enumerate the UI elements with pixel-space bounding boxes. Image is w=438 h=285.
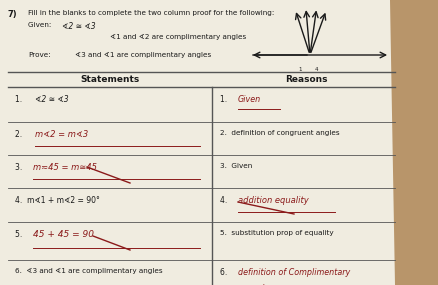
Text: angles: angles [248, 284, 274, 285]
Text: m≂45 = m≅45: m≂45 = m≅45 [33, 163, 97, 172]
Text: Fill in the blanks to complete the two column proof for the following:: Fill in the blanks to complete the two c… [28, 10, 274, 16]
Text: ∢2 ≅ ∢3: ∢2 ≅ ∢3 [62, 22, 95, 31]
Text: Given: Given [238, 95, 261, 104]
Text: Statements: Statements [81, 75, 140, 84]
Text: 4: 4 [315, 67, 318, 72]
Text: 5.  substitution prop of equality: 5. substitution prop of equality [220, 230, 334, 236]
Text: Reasons: Reasons [285, 75, 328, 84]
Text: 6.  ∢3 and ∢1 are complimentary angles: 6. ∢3 and ∢1 are complimentary angles [15, 268, 162, 274]
Text: m∢2 = m∢3: m∢2 = m∢3 [35, 130, 88, 139]
Text: ∢2 ≅ ∢3: ∢2 ≅ ∢3 [35, 95, 69, 104]
Text: 1: 1 [298, 67, 301, 72]
Text: addition equality: addition equality [238, 196, 309, 205]
Text: 2.  definition of congruent angles: 2. definition of congruent angles [220, 130, 339, 136]
Text: ∢3 and ∢1 are complimentary angles: ∢3 and ∢1 are complimentary angles [75, 52, 211, 58]
Text: 3.: 3. [15, 163, 25, 172]
Text: 2.: 2. [15, 130, 27, 139]
Text: ∢1 and ∢2 are complimentary angles: ∢1 and ∢2 are complimentary angles [110, 34, 246, 40]
Text: 4.  m∢1 + m∢2 = 90°: 4. m∢1 + m∢2 = 90° [15, 196, 100, 205]
Text: 1.: 1. [15, 95, 27, 104]
Polygon shape [0, 0, 395, 285]
Text: Given:: Given: [28, 22, 53, 28]
Text: 7): 7) [8, 10, 18, 19]
Text: 5.: 5. [15, 230, 25, 239]
Text: 3.  Given: 3. Given [220, 163, 252, 169]
Text: 45 + 45 = 90: 45 + 45 = 90 [33, 230, 94, 239]
Text: Prove:: Prove: [28, 52, 51, 58]
Text: 6.: 6. [220, 268, 230, 277]
Text: 1.: 1. [220, 95, 230, 104]
Text: 4.: 4. [220, 196, 230, 205]
Text: definition of Complimentary: definition of Complimentary [238, 268, 350, 277]
